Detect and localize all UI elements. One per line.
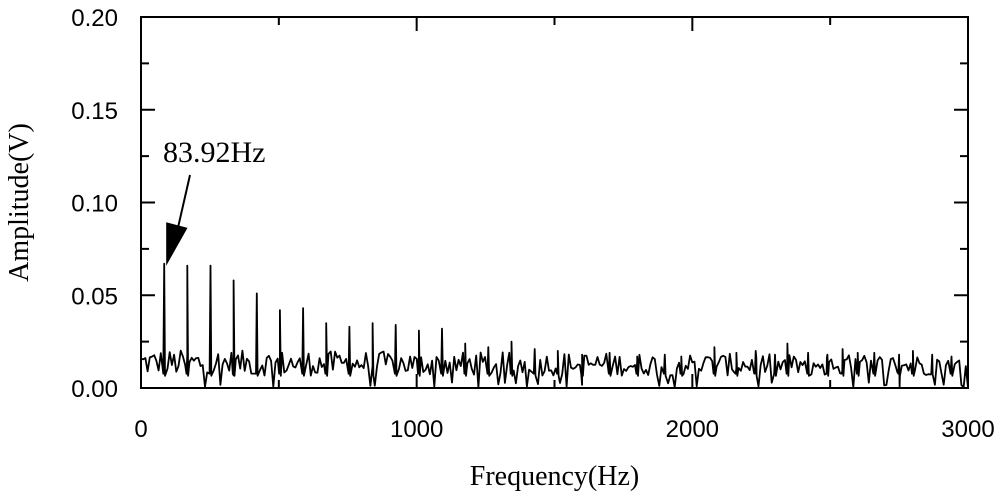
y-tick-label: 0.00 — [71, 376, 118, 403]
y-axis-label: Amplitude(V) — [4, 123, 35, 282]
x-tick-label: 2000 — [666, 416, 719, 443]
x-axis-label: Frequency(Hz) — [470, 461, 639, 492]
peak-annotation: 83.92Hz — [163, 136, 265, 266]
y-tick-label: 0.10 — [71, 191, 118, 218]
y-tick-label: 0.20 — [71, 5, 118, 32]
x-tick-label: 1000 — [390, 416, 443, 443]
y-tick-label: 0.15 — [71, 98, 118, 125]
y-tick-labels: 0.00 0.05 0.10 0.15 0.20 — [71, 5, 118, 403]
x-tick-labels: 0 1000 2000 3000 — [134, 416, 994, 443]
axis-ticks — [140, 16, 969, 389]
annotation-arrow-head — [166, 222, 188, 266]
annotation-label: 83.92Hz — [163, 136, 265, 169]
spectrum-series-line — [140, 262, 969, 389]
plot-border — [140, 16, 969, 389]
y-tick-label: 0.05 — [71, 283, 118, 310]
x-tick-label: 3000 — [941, 416, 994, 443]
plot-frame — [140, 16, 969, 389]
x-tick-label: 0 — [134, 416, 147, 443]
